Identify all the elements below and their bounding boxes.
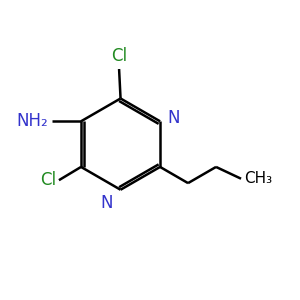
- Text: N: N: [101, 194, 113, 212]
- Text: CH₃: CH₃: [244, 171, 273, 186]
- Text: N: N: [167, 109, 180, 127]
- Text: Cl: Cl: [40, 171, 56, 189]
- Text: NH₂: NH₂: [16, 112, 48, 130]
- Text: Cl: Cl: [111, 46, 127, 64]
